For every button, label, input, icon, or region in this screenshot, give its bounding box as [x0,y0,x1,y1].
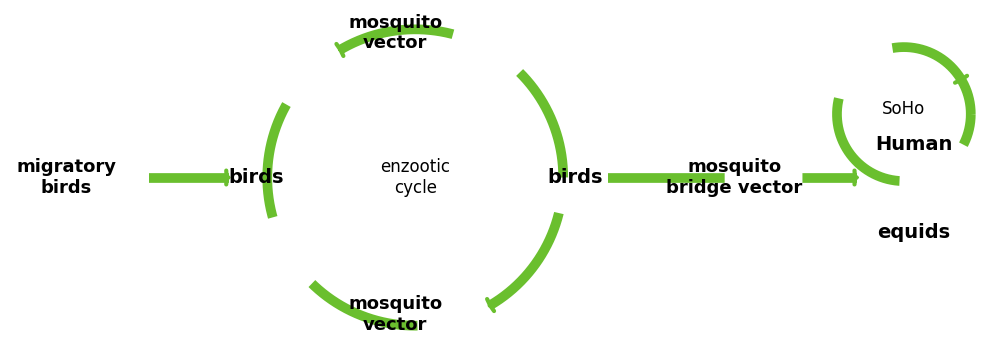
Text: mosquito
vector: mosquito vector [348,295,442,334]
Text: migratory
birds: migratory birds [16,158,116,197]
Text: Human: Human [875,135,953,154]
Text: mosquito
vector: mosquito vector [348,14,442,53]
Text: mosquito
bridge vector: mosquito bridge vector [666,158,802,197]
Text: SoHo: SoHo [882,100,926,118]
Text: birds: birds [547,168,603,187]
Text: birds: birds [228,168,283,187]
Text: equids: equids [877,223,950,242]
Text: enzootic
cycle: enzootic cycle [380,158,450,197]
